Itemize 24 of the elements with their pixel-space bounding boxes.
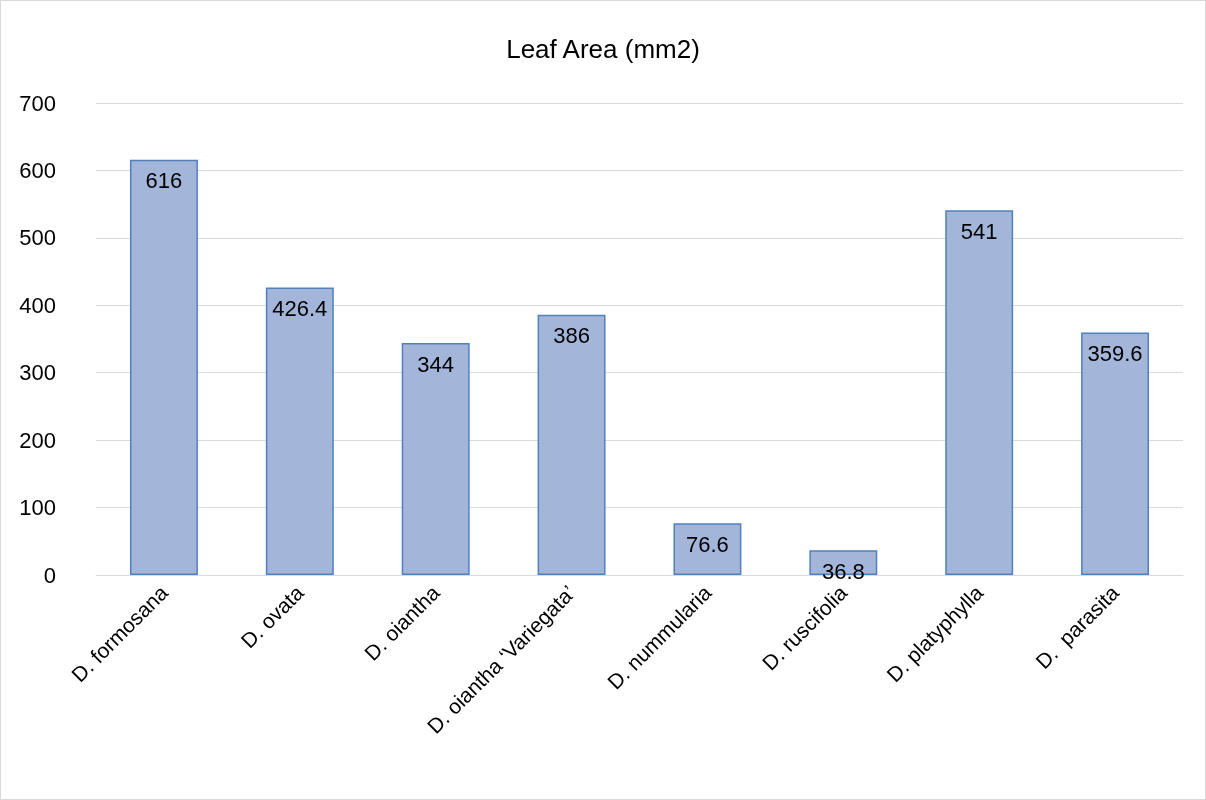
- bar: [265, 287, 334, 575]
- y-tick-label: 300: [19, 360, 56, 386]
- y-tick-label: 700: [19, 90, 56, 116]
- y-tick-label: 500: [19, 225, 56, 251]
- bar: [945, 210, 1014, 575]
- y-tick-label: 0: [43, 562, 56, 588]
- y-tick-label: 200: [19, 427, 56, 453]
- data-label: 426.4: [272, 295, 328, 321]
- chart-title: Leaf Area (mm2): [506, 34, 700, 64]
- data-label: 76.6: [686, 531, 729, 557]
- bar: [673, 523, 742, 575]
- bar: [401, 343, 470, 575]
- bar: [537, 314, 606, 575]
- data-label: 36.8: [821, 558, 865, 584]
- y-tick-label: 600: [19, 157, 56, 183]
- data-label: 386: [553, 323, 590, 349]
- y-tick-label: 400: [19, 292, 56, 318]
- data-label: 359.6: [1087, 341, 1143, 367]
- bar: [1081, 332, 1150, 575]
- y-tick-label: 100: [19, 495, 56, 521]
- bar: [129, 159, 198, 575]
- data-label: 541: [960, 218, 998, 244]
- data-label: 616: [145, 168, 183, 194]
- data-label: 344: [417, 351, 455, 377]
